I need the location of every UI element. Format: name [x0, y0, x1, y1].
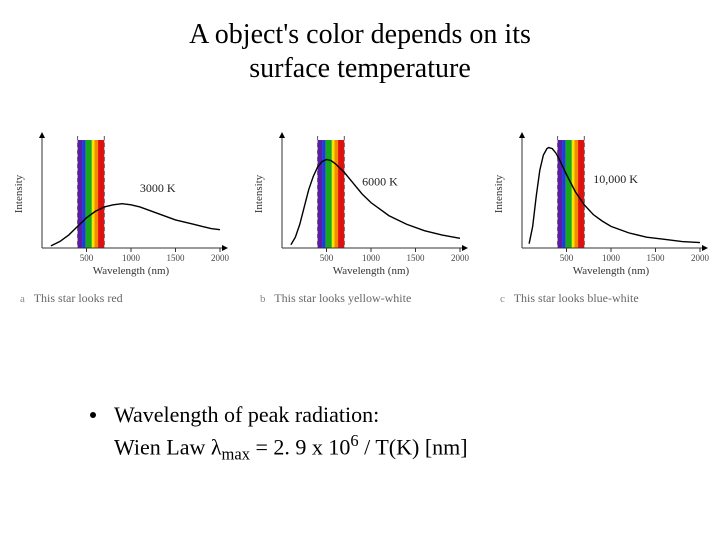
x-tick-label: 500: [320, 253, 334, 263]
lambda-char: λ: [211, 434, 222, 459]
eq-mid: = 2. 9 x 10: [250, 434, 350, 459]
spectrum-band: [572, 140, 575, 248]
spectrum-band: [92, 140, 95, 248]
title-line-1: A object's color depends on its: [0, 18, 720, 52]
blackbody-curve: [51, 204, 220, 246]
bullet-area: Wavelength of peak radiation: Wien Law λ…: [90, 400, 650, 466]
x-tick-label: 1500: [407, 253, 426, 263]
blackbody-curve: [529, 148, 700, 244]
caption-a: a This star looks red: [10, 291, 230, 306]
x-axis-arrow-icon: [702, 245, 708, 251]
y-axis-label: Intensity: [493, 174, 505, 213]
spectrum-band: [82, 140, 86, 248]
caption-c-index: c: [500, 293, 505, 305]
chart-c: 500 1000 1500 2000 Wavelength (nm) Intensity 1…: [490, 130, 710, 280]
temperature-label: 10,000 K: [593, 172, 638, 186]
panel-a: 500 1000 1500 2000 Wavelength (nm) Intensity 3…: [10, 130, 230, 306]
spectrum-band: [98, 140, 104, 248]
x-tick-label: 1000: [122, 253, 141, 263]
spectrum-band: [578, 140, 584, 248]
caption-b: b This star looks yellow-white: [250, 291, 470, 306]
caption-c-text: This star looks blue-white: [514, 291, 639, 305]
spectrum-band: [566, 140, 572, 248]
spectrum-band: [318, 140, 322, 248]
caption-c: c This star looks blue-white: [490, 291, 710, 306]
x-axis-label: Wavelength (nm): [333, 265, 410, 277]
chart-b: 500 1000 1500 2000 Wavelength (nm) Intensity 6…: [250, 130, 470, 280]
bullet-text: Wavelength of peak radiation: Wien Law λ…: [114, 400, 468, 466]
temperature-label: 3000 K: [140, 181, 176, 195]
x-axis-label: Wavelength (nm): [573, 265, 650, 277]
spectrum-band: [332, 140, 335, 248]
spectrum-band: [78, 140, 82, 248]
eq-tail: / T(K) [nm]: [359, 434, 468, 459]
x-tick-label: 1500: [167, 253, 186, 263]
chart-panels: 500 1000 1500 2000 Wavelength (nm) Intensity 3…: [0, 130, 720, 306]
spectrum-band: [338, 140, 344, 248]
wien-prefix: Wien Law: [114, 434, 211, 459]
x-tick-label: 1000: [362, 253, 381, 263]
x-tick-label: 1500: [647, 253, 666, 263]
spectrum-band: [95, 140, 99, 248]
blackbody-curve: [291, 159, 460, 244]
y-axis-arrow-icon: [279, 132, 285, 138]
title-line-2: surface temperature: [0, 52, 720, 86]
bullet-dot-icon: [90, 412, 96, 418]
y-axis-label: Intensity: [253, 174, 265, 213]
x-tick-label: 1000: [602, 253, 621, 263]
bullet-line-1: Wavelength of peak radiation:: [114, 402, 379, 427]
spectrum-band: [326, 140, 332, 248]
x-tick-label: 500: [80, 253, 94, 263]
x-tick-label: 2000: [691, 253, 710, 263]
y-axis-arrow-icon: [519, 132, 525, 138]
lambda-sub: max: [222, 444, 250, 463]
y-axis-arrow-icon: [39, 132, 45, 138]
eq-exp: 6: [350, 431, 358, 450]
x-tick-label: 500: [560, 253, 574, 263]
x-axis-arrow-icon: [222, 245, 228, 251]
x-tick-label: 2000: [451, 253, 470, 263]
spectrum-band: [335, 140, 339, 248]
temperature-label: 6000 K: [362, 174, 398, 188]
y-axis-label: Intensity: [13, 174, 25, 213]
x-axis-arrow-icon: [462, 245, 468, 251]
caption-b-text: This star looks yellow-white: [274, 291, 411, 305]
caption-a-index: a: [20, 293, 25, 305]
panel-c: 500 1000 1500 2000 Wavelength (nm) Intensity 1…: [490, 130, 710, 306]
slide-title: A object's color depends on its surface …: [0, 0, 720, 85]
x-tick-label: 2000: [211, 253, 230, 263]
panel-b: 500 1000 1500 2000 Wavelength (nm) Intensity 6…: [250, 130, 470, 306]
spectrum-band: [86, 140, 92, 248]
chart-a: 500 1000 1500 2000 Wavelength (nm) Intensity 3…: [10, 130, 230, 280]
spectrum-band: [562, 140, 566, 248]
spectrum-band: [322, 140, 326, 248]
caption-b-index: b: [260, 293, 266, 305]
caption-a-text: This star looks red: [34, 291, 123, 305]
x-axis-label: Wavelength (nm): [93, 265, 170, 277]
